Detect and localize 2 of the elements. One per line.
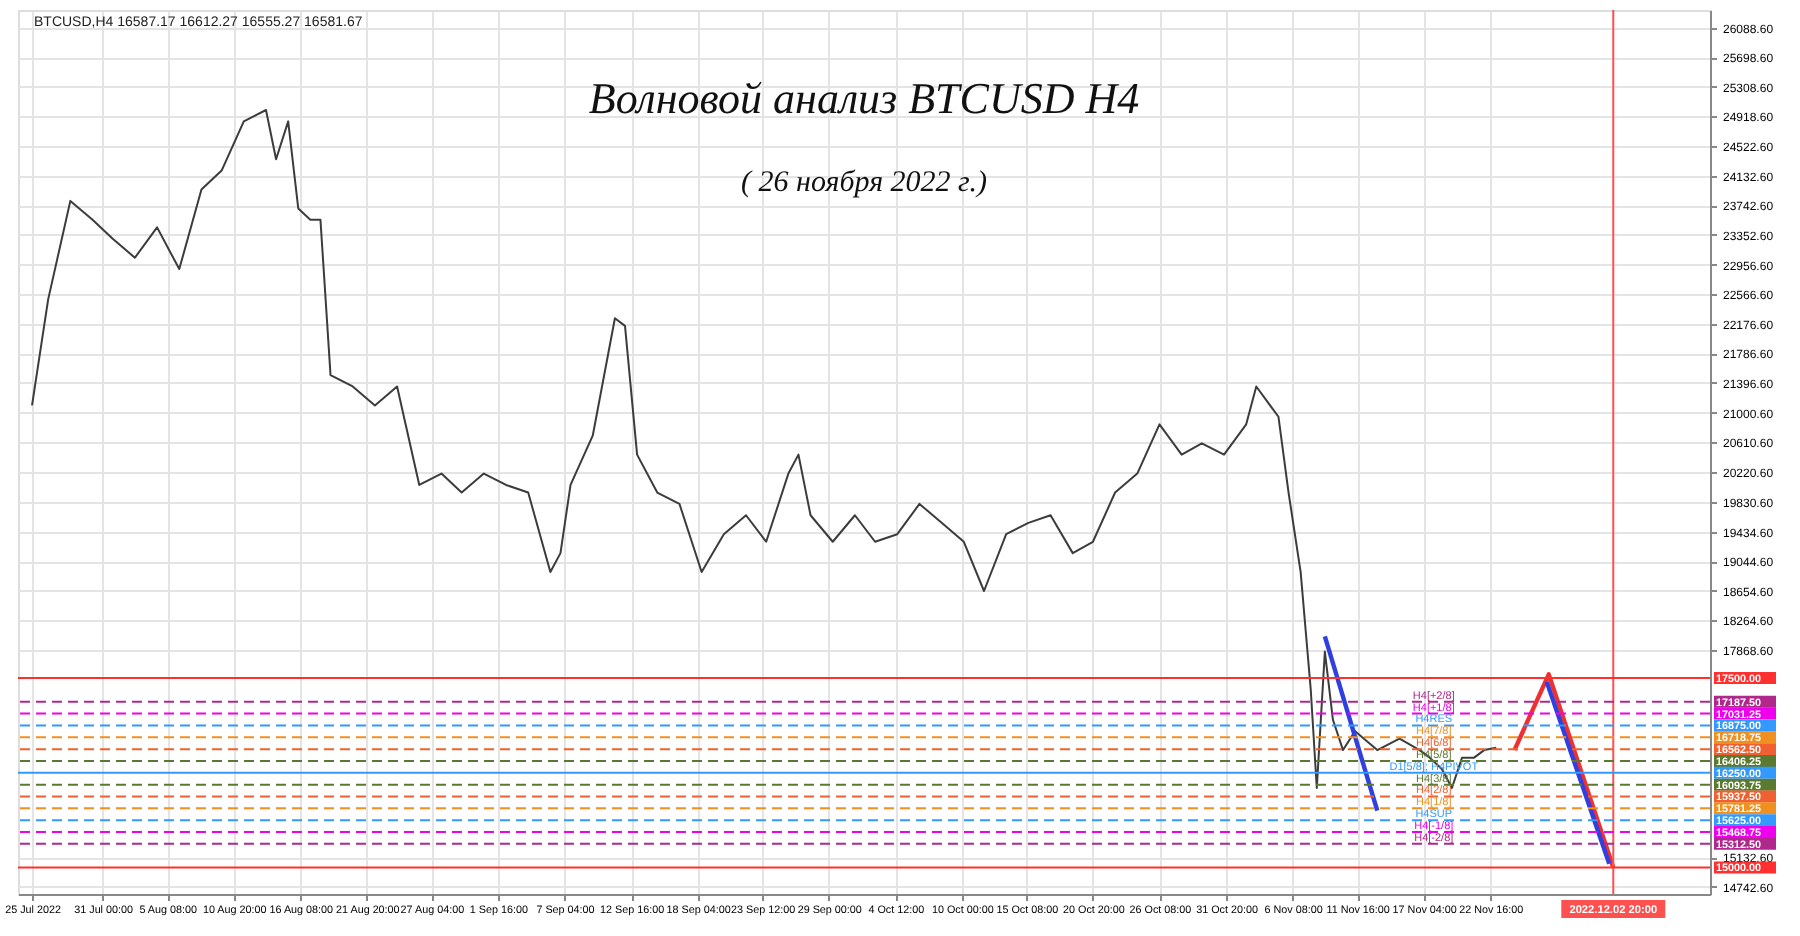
text: ( 26 ноября 2022 г.) (741, 167, 987, 199)
text: Волновой анализ BTCUSD H4 (588, 73, 1140, 123)
